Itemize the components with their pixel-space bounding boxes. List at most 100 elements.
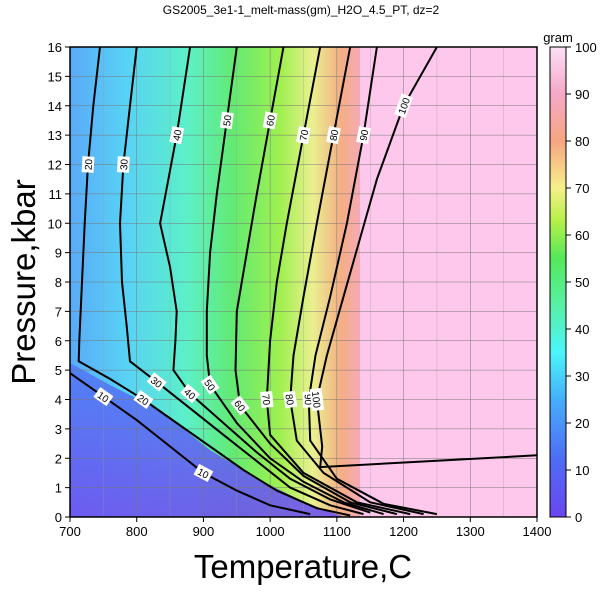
contour-label-70: 70 (259, 390, 274, 409)
contour-label-box (200, 374, 220, 395)
contour-label-80: 80 (282, 390, 298, 409)
contour-label-20: 20 (81, 156, 96, 173)
x-tick-label: 1000 (256, 524, 285, 539)
contour-label-text: 90 (359, 128, 372, 141)
contour-line-100 (315, 47, 537, 469)
y-tick-label: 4 (55, 393, 62, 408)
x-tick-label: 1300 (456, 524, 485, 539)
colorbar-tick-label: 50 (575, 275, 589, 290)
contour-label-box (282, 390, 298, 409)
colorbar-tick-label: 100 (575, 40, 597, 55)
y-tick-label: 13 (48, 128, 62, 143)
contour-label-box (296, 126, 311, 145)
contour-label-90: 90 (356, 126, 372, 145)
contour-label-box (219, 111, 234, 130)
contour-label-10: 10 (193, 463, 214, 482)
contour-label-50: 50 (219, 111, 235, 130)
y-tick-label: 0 (55, 510, 62, 525)
contour-label-box (169, 126, 185, 145)
y-tick-label: 11 (49, 187, 63, 202)
contour-label-text: 70 (259, 394, 271, 407)
contour-label-box (326, 126, 341, 145)
contour-label-box (394, 93, 414, 119)
contour-line-80 (289, 47, 424, 516)
x-tick-label: 900 (193, 524, 215, 539)
x-axis-title: Temperature,C (194, 548, 412, 585)
contour-label-text: 70 (299, 128, 312, 141)
x-tick-label: 1100 (323, 524, 351, 539)
contour-label-box (356, 126, 371, 145)
contour-label-50: 50 (200, 374, 220, 395)
colorbar-tick-label: 0 (575, 510, 582, 525)
contour-label-box (193, 463, 214, 482)
y-tick-label: 8 (55, 275, 62, 290)
colorbar-ramp (549, 46, 567, 518)
contour-label-box (146, 372, 167, 392)
contour-label-box (260, 390, 274, 409)
contour-line-70 (265, 47, 411, 516)
y-tick-label: 5 (55, 363, 62, 378)
contour-label-box (93, 387, 114, 407)
contour-label-text: 20 (84, 158, 96, 170)
y-tick-label: 10 (48, 216, 62, 231)
contour-label-20: 20 (133, 389, 154, 410)
colorbar-unit: gram (543, 30, 573, 45)
contour-label-text: 30 (119, 158, 131, 170)
contour-label-30: 30 (116, 156, 131, 173)
contour-label-box (133, 389, 154, 410)
colorbar-tick-label: 40 (575, 322, 589, 337)
contour-label-text: 50 (222, 114, 234, 127)
contour-labels: 1010202030304040505060607070808090901001… (81, 93, 414, 482)
y-axis-title: Pressure,kbar (5, 179, 42, 384)
contour-label-text: 80 (282, 393, 295, 406)
contour-line-30 (118, 47, 364, 516)
contour-line-20 (77, 47, 351, 517)
y-tick-label: 12 (48, 158, 62, 173)
contour-label-text: 90 (302, 394, 313, 406)
contour-label-box (180, 383, 201, 404)
colorbar-tick-label: 90 (575, 87, 589, 102)
colorbar-tick-label: 20 (575, 416, 589, 431)
contour-label-text: 80 (329, 128, 342, 141)
contour-line-40 (159, 47, 371, 514)
colorbar: gram 0 10 20 30 40 50 60 70 80 90 100 (543, 30, 597, 525)
y-tick-label: 9 (55, 246, 62, 261)
contour-label-70: 70 (296, 126, 312, 145)
contour-label-box (81, 156, 95, 173)
contour-label-10: 10 (93, 387, 114, 407)
contour-label-100: 100 (309, 387, 325, 412)
contour-label-box (262, 111, 278, 130)
contour-label-60: 60 (262, 111, 278, 130)
contour-line-90 (307, 47, 438, 516)
contour-label-text: 10 (195, 467, 210, 482)
y-tick-label: 6 (55, 334, 62, 349)
y-tick-label: 1 (55, 481, 62, 496)
contour-label-text: 40 (172, 128, 185, 141)
colorbar-tick-label: 30 (575, 369, 589, 384)
contour-label-40: 40 (169, 126, 185, 145)
x-axis: 700 800 900 1000 1100 1200 1300 1400 (59, 517, 551, 539)
contour-label-text: 60 (265, 114, 278, 127)
contour-label-box (309, 387, 325, 412)
x-tick-label: 1200 (389, 524, 418, 539)
colorbar-tick-label: 60 (575, 228, 589, 243)
chart-title: GS2005_3e1-1_melt-mass(gm)_H2O_4.5_PT, d… (163, 3, 440, 17)
y-tick-label: 7 (55, 304, 62, 319)
x-tick-label: 800 (126, 524, 148, 539)
contour-lines (70, 47, 537, 517)
colorbar-tick-label: 10 (575, 463, 589, 478)
contour-label-box (230, 395, 250, 416)
colorbar-tick-label: 70 (575, 181, 589, 196)
y-tick-label: 15 (48, 69, 62, 84)
contour-label-80: 80 (326, 126, 342, 145)
contour-line-60 (234, 47, 398, 516)
y-tick-label: 3 (55, 422, 62, 437)
contour-label-text: 100 (309, 391, 322, 409)
contour-label-box (116, 156, 130, 173)
y-tick-label: 14 (48, 99, 62, 114)
y-tick-label: 16 (48, 40, 62, 55)
x-tick-label: 1400 (523, 524, 552, 539)
x-tick-label: 700 (59, 524, 81, 539)
